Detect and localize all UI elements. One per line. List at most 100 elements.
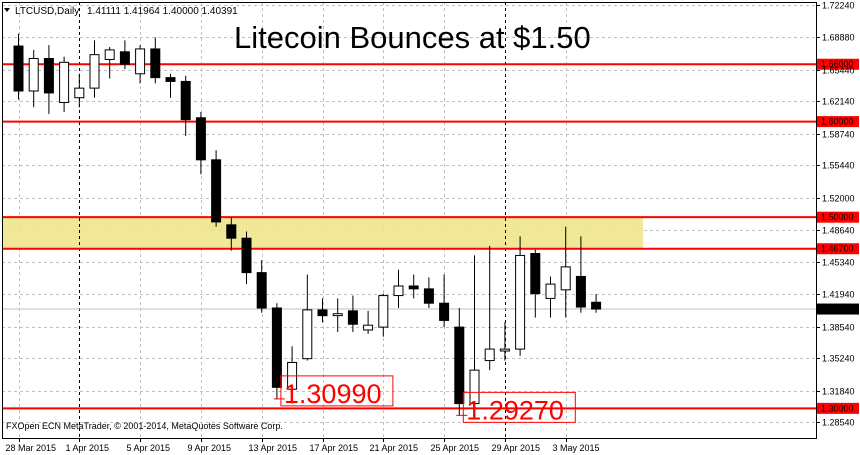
x-tick-label: 1 Apr 2015 [66,443,110,453]
candle [439,274,450,328]
candle [150,37,161,84]
level-price-label: 1.50000 [821,212,854,222]
horizontal-levels: 1.66000 1.60000 1.50000 1.46700 1.30000 1.403… [2,58,859,414]
candle-body-bear [439,302,450,321]
candle [13,33,24,100]
dropdown-icon[interactable] [4,8,10,12]
candle [393,269,404,308]
candle-body-bear [195,117,206,161]
candle-body-bull [74,87,85,99]
y-tick-label: 1.62140 [822,97,855,107]
candle [545,276,556,318]
y-tick-label: 1.55440 [822,161,855,171]
candle-body-bull [332,313,343,317]
candle-body-bull [378,295,389,328]
candle-body-bear [271,307,282,388]
y-tick-label: 1.28540 [822,418,855,428]
x-tick-label: 25 Apr 2015 [431,443,480,453]
candle-body-bear [347,310,358,325]
candle [211,150,222,227]
candle-body-bear [591,301,602,310]
candle-body-bull [560,266,571,291]
candle [135,45,146,84]
candle [347,295,358,332]
ohlc-header: 1.41111 1.41964 1.40000 1.40391 [87,6,238,17]
candle-body-bull [302,309,313,360]
candle [317,298,328,323]
support-zone [3,217,643,249]
candle [515,236,526,356]
candle-body-bull [499,348,510,352]
candle-body-bear [13,45,24,92]
candle [302,274,313,361]
y-tick-label: 1.58740 [822,130,855,140]
zone-rect [3,217,643,249]
candle [74,73,85,108]
x-tick-label: 9 Apr 2015 [188,443,232,453]
candle-body-bear [43,57,54,94]
copyright-text: FXOpen ECN MetaTrader, © 2001-2014, Meta… [6,421,283,431]
x-tick-label: 29 Apr 2015 [492,443,541,453]
candle [59,56,70,113]
x-tick-label: 21 Apr 2015 [370,443,419,453]
candle [575,236,586,313]
candle-body-bull [28,57,39,92]
low-annotations: 1.30990 1.29270 [273,375,576,425]
candle [499,322,510,361]
x-tick-label: 28 Mar 2015 [6,443,57,453]
low-annotation-box [280,375,394,407]
y-tick-label: 1.45340 [822,258,855,268]
candle [226,217,237,251]
candle-body-bear [256,272,267,309]
candle [43,45,54,114]
candle-body-bear [150,48,161,79]
candle [332,298,343,332]
candle-body-bear [408,285,419,290]
current-price-tag [817,303,859,315]
level-price-label: 1.66000 [821,59,854,69]
y-tick-label: 1.35240 [822,354,855,364]
candle [271,303,282,399]
candle [560,226,571,318]
level-price-tag [817,58,859,70]
level-price-tag [817,402,859,414]
low-annotation-box [462,391,576,423]
candle [28,49,39,108]
candle-body-bull [104,49,115,60]
candle [408,274,419,299]
x-tick-label: 17 Apr 2015 [310,443,359,453]
candle-body-bull [363,324,374,331]
candle-body-bull [515,254,526,350]
candle [256,260,267,313]
candle [89,40,100,98]
candle-body-bull [59,61,70,103]
candle [119,40,130,70]
symbol-header: LTCUSD,Daily [15,6,79,17]
candle-body-bull [484,348,495,362]
candle [378,293,389,337]
y-tick-label: 1.52000 [822,194,855,204]
candle-body-bear [575,275,586,308]
level-price-tag [817,243,859,255]
candle-body-bear [317,309,328,317]
level-price-tag [817,211,859,223]
candle [469,255,480,409]
candle [454,307,465,416]
level-price-label: 1.60000 [821,117,854,127]
low-annotation-label: 1.29270 [466,395,564,425]
x-tick-label: 3 May 2015 [553,443,600,453]
candle-body-bear [226,224,237,239]
candle [530,249,541,318]
level-price-label: 1.46700 [821,244,854,254]
low-annotation-label: 1.30990 [284,379,382,409]
candle [104,47,115,79]
candle-body-bull [135,48,146,75]
level-price-tag [817,116,859,128]
chart-header: LTCUSD,Daily 1.41111 1.41964 1.40000 1.4… [4,6,238,17]
y-tick-label: 1.41940 [822,290,855,300]
candle [180,75,191,136]
x-tick-label: 5 Apr 2015 [127,443,171,453]
candle-body-bear [180,80,191,121]
